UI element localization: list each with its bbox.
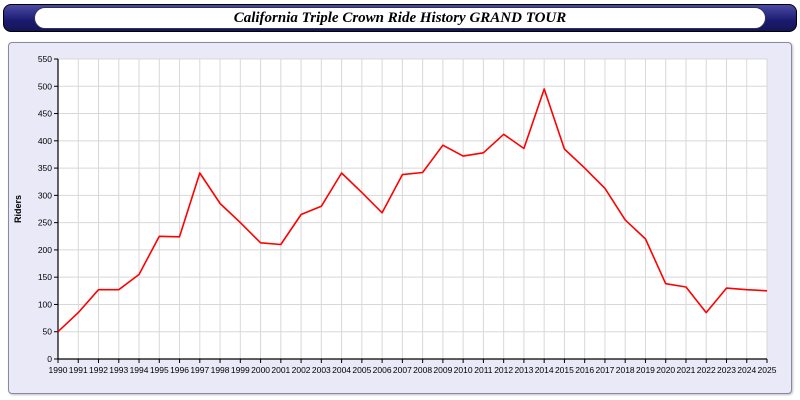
x-tick-label: 2006 bbox=[373, 365, 392, 375]
x-tick-label: 2023 bbox=[717, 365, 736, 375]
x-tick-label: 2000 bbox=[251, 365, 270, 375]
x-tick-label: 2008 bbox=[413, 365, 432, 375]
x-tick-label: 2014 bbox=[535, 365, 554, 375]
x-tick-label: 2017 bbox=[595, 365, 614, 375]
y-tick-label: 200 bbox=[38, 245, 52, 255]
x-tick-label: 2025 bbox=[758, 365, 777, 375]
x-tick-label: 2011 bbox=[474, 365, 493, 375]
x-tick-label: 2021 bbox=[677, 365, 696, 375]
x-tick-label: 2004 bbox=[332, 365, 351, 375]
x-tick-label: 2003 bbox=[312, 365, 331, 375]
data-line bbox=[57, 88, 768, 333]
x-tick-label: 1993 bbox=[109, 365, 128, 375]
x-tick-label: 2015 bbox=[555, 365, 574, 375]
y-tick-label: 300 bbox=[38, 190, 52, 200]
x-tick-label: 2019 bbox=[636, 365, 655, 375]
plot-area bbox=[57, 58, 768, 360]
x-tick-label: 2012 bbox=[494, 365, 513, 375]
x-tick-label: 1992 bbox=[89, 365, 108, 375]
y-tick-label: 450 bbox=[38, 109, 52, 119]
y-axis-label: Riders bbox=[13, 195, 23, 223]
x-tick-label: 2018 bbox=[616, 365, 635, 375]
x-tick-label: 1991 bbox=[69, 365, 88, 375]
y-tick-label: 0 bbox=[47, 354, 52, 364]
x-tick-label: 2016 bbox=[575, 365, 594, 375]
x-tick-label: 2001 bbox=[271, 365, 290, 375]
y-tick-label: 400 bbox=[38, 136, 52, 146]
x-tick-label: 2024 bbox=[737, 365, 756, 375]
x-tick-label: 2013 bbox=[514, 365, 533, 375]
y-tick-label: 500 bbox=[38, 81, 52, 91]
x-tick-label: 2005 bbox=[352, 365, 371, 375]
x-tick-label: 1994 bbox=[130, 365, 149, 375]
chart-panel: 0 50 100 150 200 250 300 350 400 450 500 550 1990 199… bbox=[8, 42, 792, 394]
x-tick-label: 1999 bbox=[231, 365, 250, 375]
x-tick-label: 2010 bbox=[454, 365, 473, 375]
page-title: California Triple Crown Ride History GRA… bbox=[233, 9, 567, 26]
y-tick-label: 550 bbox=[38, 54, 52, 64]
x-tick-label: 1990 bbox=[49, 365, 68, 375]
chart-title-pill: California Triple Crown Ride History GRA… bbox=[34, 7, 766, 29]
x-tick-label: 1995 bbox=[150, 365, 169, 375]
x-tick-label: 2022 bbox=[697, 365, 716, 375]
y-tick-label: 150 bbox=[38, 272, 52, 282]
y-tick-label: 50 bbox=[43, 327, 53, 337]
x-tick-label: 1998 bbox=[211, 365, 230, 375]
x-tick-label: 2009 bbox=[433, 365, 452, 375]
y-tick-label: 100 bbox=[38, 299, 52, 309]
chart-title-bar: California Triple Crown Ride History GRA… bbox=[3, 4, 797, 32]
y-tick-label: 350 bbox=[38, 163, 52, 173]
x-tick-label: 2020 bbox=[656, 365, 675, 375]
x-tick-label: 2007 bbox=[393, 365, 412, 375]
y-tick-label: 250 bbox=[38, 218, 52, 228]
x-tick-label: 1997 bbox=[190, 365, 209, 375]
x-tick-label: 1996 bbox=[170, 365, 189, 375]
x-tick-label: 2002 bbox=[292, 365, 311, 375]
